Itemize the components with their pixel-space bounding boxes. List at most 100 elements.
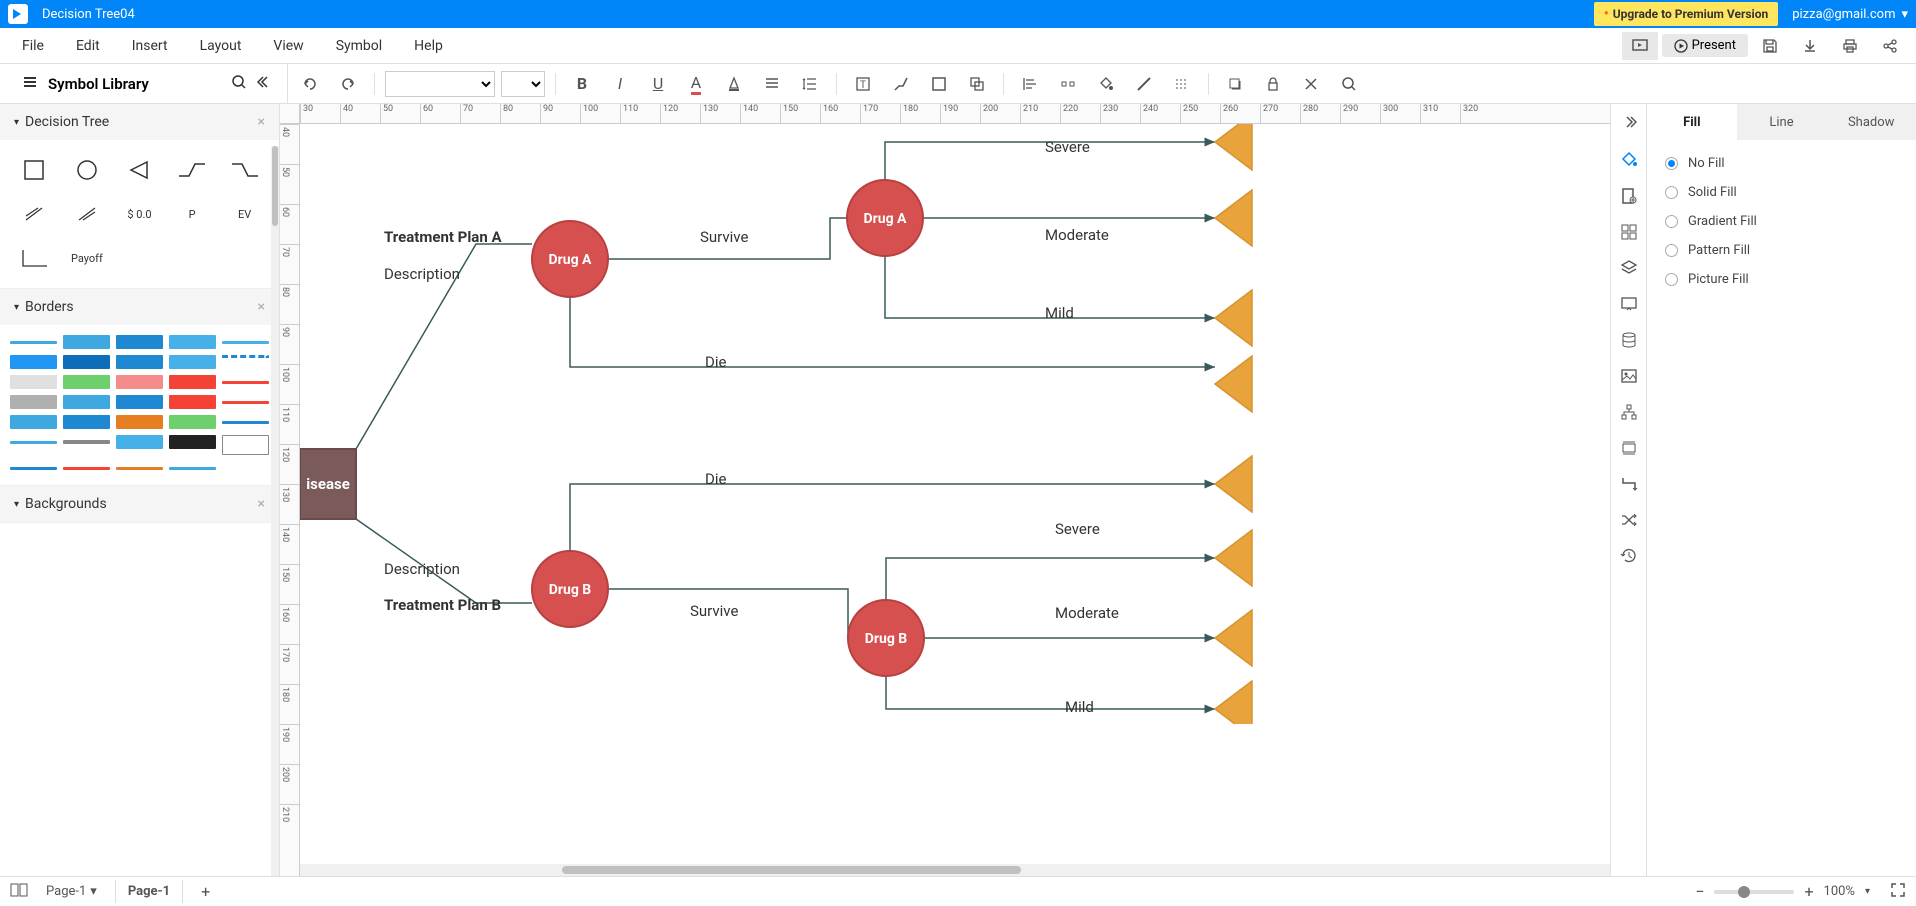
border-swatch[interactable] xyxy=(169,335,216,349)
history-tool-icon[interactable] xyxy=(1615,542,1643,570)
menu-edit[interactable]: Edit xyxy=(62,32,114,60)
diagram[interactable]: iseaseDrug ADrug ADrug BDrug BTreatment … xyxy=(300,124,1270,724)
border-swatch[interactable] xyxy=(10,395,57,409)
shape-axis[interactable] xyxy=(12,240,57,276)
zoom-in-button[interactable]: + xyxy=(1804,882,1813,901)
page-dropdown[interactable]: Page-1 ▾ xyxy=(38,882,105,901)
layers-tool-icon[interactable] xyxy=(1615,254,1643,282)
text-tool-button[interactable]: T xyxy=(847,68,879,100)
menu-layout[interactable]: Layout xyxy=(186,32,256,60)
upgrade-button[interactable]: Upgrade to Premium Version xyxy=(1594,2,1779,26)
border-swatch[interactable] xyxy=(116,395,163,409)
redo-button[interactable] xyxy=(332,68,364,100)
italic-button[interactable]: I xyxy=(604,68,636,100)
section-backgrounds-header[interactable]: ▾ Backgrounds × xyxy=(0,486,279,522)
border-swatch[interactable] xyxy=(63,355,110,369)
border-swatch[interactable] xyxy=(10,467,57,470)
border-swatch[interactable] xyxy=(169,435,216,449)
border-swatch[interactable] xyxy=(116,375,163,389)
line-color-button[interactable] xyxy=(1128,68,1160,100)
shape-lines2[interactable] xyxy=(65,196,110,232)
border-swatch[interactable] xyxy=(169,395,216,409)
border-swatch[interactable] xyxy=(63,395,110,409)
print-icon-button[interactable] xyxy=(1832,32,1868,60)
tab-line[interactable]: Line xyxy=(1737,104,1827,140)
border-swatch[interactable] xyxy=(222,421,269,424)
left-scrollbar[interactable] xyxy=(271,146,279,876)
shape-button[interactable] xyxy=(923,68,955,100)
fill-option-picture-fill[interactable]: Picture Fill xyxy=(1665,272,1898,287)
highlight-button[interactable] xyxy=(718,68,750,100)
shape-dollar[interactable]: $ 0.0 xyxy=(117,196,162,232)
canvas-h-scrollbar[interactable] xyxy=(300,864,1610,876)
shape-circle[interactable] xyxy=(65,152,110,188)
border-swatch[interactable] xyxy=(10,441,57,444)
border-swatch[interactable] xyxy=(10,375,57,389)
user-menu[interactable]: pizza@gmail.com ▾ xyxy=(1792,7,1908,22)
close-icon[interactable]: × xyxy=(258,299,265,315)
line-spacing-button[interactable] xyxy=(794,68,826,100)
fill-option-pattern-fill[interactable]: Pattern Fill xyxy=(1665,243,1898,258)
underline-button[interactable]: U xyxy=(642,68,674,100)
align-objects-button[interactable] xyxy=(1014,68,1046,100)
border-swatch[interactable] xyxy=(222,341,269,344)
zoom-out-button[interactable]: − xyxy=(1695,882,1704,901)
fill-tool-icon[interactable] xyxy=(1615,146,1643,174)
download-icon-button[interactable] xyxy=(1792,32,1828,60)
hierarchy-tool-icon[interactable] xyxy=(1615,398,1643,426)
menu-file[interactable]: File xyxy=(8,32,58,60)
image-tool-icon[interactable] xyxy=(1615,362,1643,390)
data-tool-icon[interactable] xyxy=(1615,326,1643,354)
shape-payoff[interactable]: Payoff xyxy=(65,240,110,276)
zoom-value[interactable]: 100% xyxy=(1824,884,1855,899)
zoom-slider[interactable] xyxy=(1714,890,1794,894)
border-swatch[interactable] xyxy=(10,355,57,369)
dimensions-tool-icon[interactable] xyxy=(1615,434,1643,462)
connector-button[interactable] xyxy=(885,68,917,100)
shadow-button[interactable] xyxy=(1219,68,1251,100)
menu-help[interactable]: Help xyxy=(400,32,457,60)
border-swatch[interactable] xyxy=(222,355,269,369)
border-swatch[interactable] xyxy=(10,341,57,344)
share-icon-button[interactable] xyxy=(1872,32,1908,60)
fullscreen-button[interactable] xyxy=(1890,882,1906,902)
fill-option-gradient-fill[interactable]: Gradient Fill xyxy=(1665,214,1898,229)
distribute-button[interactable] xyxy=(1052,68,1084,100)
border-swatch[interactable] xyxy=(116,435,163,449)
fill-color-button[interactable] xyxy=(1090,68,1122,100)
menu-insert[interactable]: Insert xyxy=(118,32,182,60)
shape-ev[interactable]: EV xyxy=(222,196,267,232)
find-button[interactable] xyxy=(1333,68,1365,100)
lock-button[interactable] xyxy=(1257,68,1289,100)
expand-rail-icon[interactable] xyxy=(1615,110,1643,134)
border-swatch[interactable] xyxy=(222,435,269,455)
section-decision-tree-header[interactable]: ▾ Decision Tree × xyxy=(0,104,279,140)
border-swatch[interactable] xyxy=(169,355,216,369)
close-icon[interactable]: × xyxy=(258,114,265,130)
border-swatch[interactable] xyxy=(63,335,110,349)
font-color-button[interactable]: A xyxy=(680,68,712,100)
tools-button[interactable] xyxy=(1295,68,1327,100)
border-swatch[interactable] xyxy=(116,335,163,349)
shape-lines1[interactable] xyxy=(12,196,57,232)
line-style-button[interactable] xyxy=(1166,68,1198,100)
border-swatch[interactable] xyxy=(116,467,163,470)
border-swatch[interactable] xyxy=(116,415,163,429)
add-page-button[interactable]: + xyxy=(193,878,218,905)
group-button[interactable] xyxy=(961,68,993,100)
bold-button[interactable]: B xyxy=(566,68,598,100)
shape-p[interactable]: P xyxy=(170,196,215,232)
present-button[interactable]: Present xyxy=(1662,34,1748,57)
font-size-select[interactable] xyxy=(501,71,545,97)
border-swatch[interactable] xyxy=(169,375,216,389)
layout-tool-icon[interactable] xyxy=(1615,218,1643,246)
collapse-icon[interactable] xyxy=(257,74,273,94)
menu-view[interactable]: View xyxy=(259,32,317,60)
fill-option-solid-fill[interactable]: Solid Fill xyxy=(1665,185,1898,200)
border-swatch[interactable] xyxy=(63,467,110,470)
tab-fill[interactable]: Fill xyxy=(1647,104,1737,140)
shape-branch-down[interactable] xyxy=(222,152,267,188)
canvas[interactable]: iseaseDrug ADrug ADrug BDrug BTreatment … xyxy=(300,124,1610,876)
tab-shadow[interactable]: Shadow xyxy=(1826,104,1916,140)
fill-option-no-fill[interactable]: No Fill xyxy=(1665,156,1898,171)
